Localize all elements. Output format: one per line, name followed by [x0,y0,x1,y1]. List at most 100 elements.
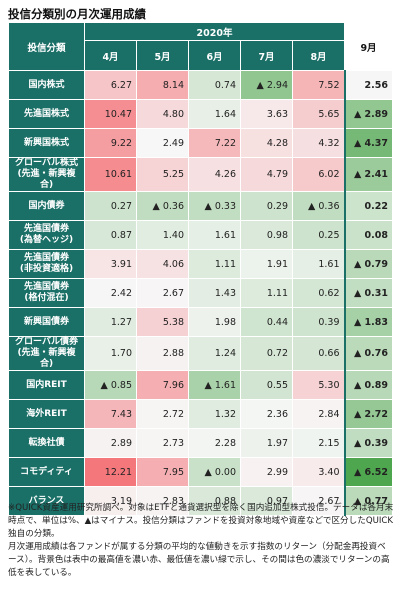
month-header: 8月 [292,40,345,71]
row-label-line: 国内株式 [28,79,65,90]
value-cell: 1.43 [188,278,241,308]
value-cell: 2.28 [188,428,241,458]
value-cell: 1.27 [84,307,137,337]
table-row: 国内株式 6.27 8.14 0.74 ▲ 2.94 7.52 2.56 [8,70,393,100]
value-cell: ▲ 2.89 [343,99,393,129]
row-label-line: 転換社債 [28,437,65,448]
row-label-line: 先進国債券 [23,282,69,292]
value-cell: 7.22 [188,128,241,158]
value-cell: 4.80 [136,99,189,129]
table-row: コモディティ 12.21 7.95 ▲ 0.00 2.99 3.40 ▲ 6.52 [8,457,393,487]
value-cell: 1.24 [188,336,241,371]
value-cell: 2.56 [343,70,393,100]
row-label: グローバル株式 (先進・新興複合) [8,157,85,192]
value-cell: 0.87 [84,220,137,250]
value-cell: 1.11 [188,249,241,279]
table-row: 転換社債 2.89 2.73 2.28 1.97 2.15 ▲ 0.39 [8,428,393,458]
month-header: 6月 [188,40,241,71]
row-label-line: (格付混在) [24,293,69,303]
value-cell: 12.21 [84,457,137,487]
table-row: バランス 3.19 2.83 0.88 0.97 2.67 ▲ 0.77 [8,486,393,516]
row-label: 国内債券 [8,191,85,221]
row-label-line: グローバル株式 [15,158,78,168]
row-label: 先進国債券 (非投資適格) [8,249,85,279]
value-cell: 0.72 [240,336,293,371]
value-cell: 3.91 [84,249,137,279]
value-cell: 7.43 [84,399,137,429]
row-label-line: 先進国債券 [23,224,69,234]
value-cell: 2.72 [136,399,189,429]
table-row: グローバル株式 (先進・新興複合) 10.61 5.25 4.26 4.79 6.02 ▲ 2… [8,157,393,192]
value-cell: 0.29 [240,191,293,221]
row-label-line: 新興国債券 [23,316,69,327]
month-header-row: 4月 5月 6月 7月 8月 [9,40,393,71]
value-cell: 4.06 [136,249,189,279]
table-row: 国内債券 0.27 ▲ 0.36 ▲ 0.33 0.29 ▲ 0.36 0.22 [8,191,393,221]
row-label: 先進国株式 [8,99,85,129]
row-label: 新興国株式 [8,128,85,158]
table-row: 先進国債券 (為替ヘッジ) 0.87 1.40 1.61 0.98 0.25 0.08 [8,220,393,250]
value-cell: 6.27 [84,70,137,100]
value-cell: 2.89 [84,428,137,458]
value-cell: 1.32 [188,399,241,429]
value-cell: ▲ 0.36 [292,191,345,221]
value-cell: 10.47 [84,99,137,129]
row-label: 新興国債券 [8,307,85,337]
value-cell: ▲ 4.37 [343,128,393,158]
value-cell: 0.74 [188,70,241,100]
value-cell: 4.28 [240,128,293,158]
value-cell: ▲ 2.94 [240,70,293,100]
value-cell: 1.61 [188,220,241,250]
table-row: 新興国株式 9.22 2.49 7.22 4.28 4.32 ▲ 4.37 [8,128,393,158]
value-cell: 5.38 [136,307,189,337]
returns-table: 投信分類 2020年 9月 4月 5月 6月 7月 8月 国内株式 6.27 8.14 0.7… [8,22,393,516]
value-cell: 1.98 [188,307,241,337]
value-cell: 6.02 [292,157,345,192]
footnote: ※QUICK資産運用研究所調べ。対象はETFと通貨選択型を除く国内追加型株式投信… [8,502,394,580]
value-cell: ▲ 0.00 [188,457,241,487]
value-cell: 2.67 [136,278,189,308]
value-cell: ▲ 0.79 [343,249,393,279]
value-cell: 0.88 [188,486,241,516]
value-cell: 1.91 [240,249,293,279]
year-header: 2020年 [84,22,345,41]
value-cell: 1.70 [84,336,137,371]
month-header: 4月 [84,40,137,71]
value-cell: 0.97 [240,486,293,516]
value-cell: 3.63 [240,99,293,129]
row-label-line: バランス [28,495,65,506]
value-cell: ▲ 1.83 [343,307,393,337]
value-cell: 0.08 [343,220,393,250]
value-cell: 5.30 [292,370,345,400]
table-row: 国内REIT ▲ 0.85 7.96 ▲ 1.61 0.55 5.30 ▲ 0.89 [8,370,393,400]
row-label: コモディティ [8,457,85,487]
row-label-line: 先進国債券 [23,253,69,263]
table-row: 先進国債券 (非投資適格) 3.91 4.06 1.11 1.91 1.61 ▲ 0.79 [8,249,393,279]
row-label: グローバル債券 (先進・新興複合) [8,336,85,371]
value-cell: 4.32 [292,128,345,158]
latest-month-header: 9月 [344,22,393,71]
value-cell: ▲ 0.39 [343,428,393,458]
value-cell: 0.44 [240,307,293,337]
value-cell: 7.95 [136,457,189,487]
table-row: 海外REIT 7.43 2.72 1.32 2.36 2.84 ▲ 2.72 [8,399,393,429]
value-cell: 5.25 [136,157,189,192]
row-label-line: 先進国株式 [23,108,69,119]
value-cell: 2.36 [240,399,293,429]
table-row: グローバル債券 (先進・新興複合) 1.70 2.88 1.24 0.72 0.66 ▲ 0.… [8,336,393,371]
value-cell: 8.14 [136,70,189,100]
row-label-line: グローバル債券 [15,337,78,347]
value-cell: 10.61 [84,157,137,192]
value-cell: 2.73 [136,428,189,458]
row-label-line: 国内REIT [26,379,67,390]
row-label-line: (先進・新興複合) [17,169,76,190]
value-cell: 7.96 [136,370,189,400]
value-cell: ▲ 1.61 [188,370,241,400]
row-label-line: 国内債券 [28,200,65,211]
value-cell: 3.40 [292,457,345,487]
row-label: 海外REIT [8,399,85,429]
value-cell: 1.11 [240,278,293,308]
row-label-line: (非投資適格) [19,264,74,274]
value-cell: 0.27 [84,191,137,221]
chart-title: 投信分類別の月次運用成績 [8,7,146,21]
